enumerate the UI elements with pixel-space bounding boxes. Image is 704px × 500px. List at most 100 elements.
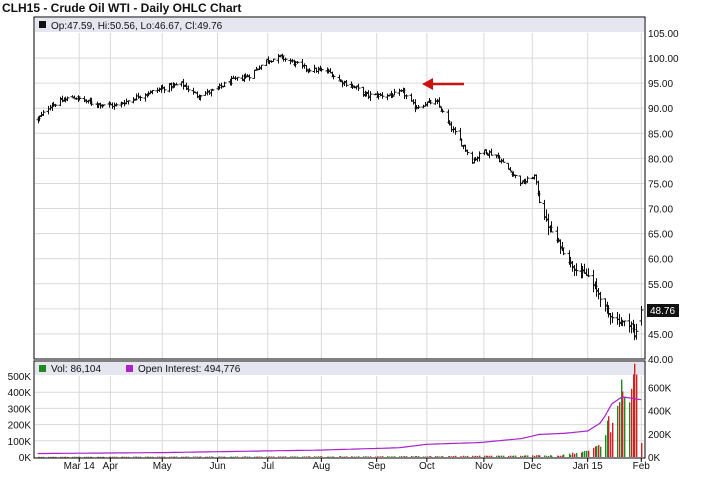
volume-bar [176,456,178,458]
volume-bar [441,456,443,457]
volume-left-tick-label: 0K [19,453,32,464]
volume-bar [491,455,493,457]
volume-bar [188,456,190,458]
ohlc-bars [36,53,644,341]
volume-bar [159,456,161,458]
volume-bar [501,455,503,457]
volume-bar [612,422,614,457]
price-tick-label: 90.00 [648,104,673,115]
volume-bar [411,456,413,457]
volume-bar [114,456,116,458]
volume-bar [133,456,135,458]
volume-bar [169,456,171,458]
grid [35,33,644,457]
volume-right-tick-label: 0K [648,453,661,464]
price-tick-label: 80.00 [648,154,673,165]
volume-bar [465,456,467,457]
volume-bar [346,456,348,457]
volume-bar [570,454,572,457]
volume-bar [546,455,548,457]
volume-bar [569,453,571,457]
price-tick-label: 105.00 [648,29,679,40]
volume-bar [610,432,612,457]
volume-bar [126,456,128,458]
volume-bar [581,452,583,457]
volume-bar [498,455,500,457]
volume-bar [110,456,112,458]
volume-bar [64,456,66,458]
volume-bar [617,405,619,457]
volume-bar [508,455,510,457]
last-price-label: 48.76 [650,306,675,317]
volume-bar [515,455,517,457]
volume-bar [380,456,382,457]
volume-bar [199,456,201,458]
volume-bar [375,456,377,458]
volume-bar [333,456,335,458]
volume-bar [280,456,282,457]
volume-bar [429,456,431,457]
volume-bar [257,456,259,458]
x-tick-label: Apr [103,461,119,472]
x-tick-label: Feb [633,461,651,472]
volume-bar [52,456,54,458]
open-interest-path [37,396,642,455]
volume-bar [512,456,514,457]
volume-bar [582,451,584,457]
volume-bar [624,396,626,457]
volume-bar [321,456,323,457]
open-interest-label: Open Interest: 494,776 [138,364,241,375]
volume-bar [135,456,137,458]
volume-bar [195,456,197,457]
volume-bar [560,455,562,457]
volume-bar [563,454,565,457]
volume-bar [453,456,455,457]
volume-bar [486,455,488,457]
volume-bar [377,456,379,457]
volume-bar [218,456,220,458]
volume-bar [116,456,118,458]
volume-bar [351,456,353,457]
volume-bar [221,456,223,458]
volume-bar [378,456,380,458]
volume-bar [487,455,489,457]
volume-bar [55,456,57,458]
volume-bar [522,455,524,457]
volume-bar [354,456,356,458]
volume-bar [278,456,280,457]
volume-bar [205,456,207,458]
volume-bar [297,456,299,458]
volume-bar [332,456,334,458]
volume-bar [358,456,360,457]
x-tick-label: Sep [368,461,386,472]
volume-bar [306,456,308,457]
volume-bar [451,456,453,457]
volume-bar [427,456,429,457]
volume-swatch [39,365,46,372]
volume-bar [302,456,304,457]
volume-bar [209,456,211,457]
x-tick-label: May [153,461,172,472]
volume-bar [328,456,330,458]
volume-bar [84,456,86,458]
volume-bar [290,456,292,457]
volume-bar [269,456,271,457]
volume-bar [86,456,88,458]
volume-bar [344,456,346,458]
volume-bar [316,456,318,458]
volume-bar [600,446,602,457]
volume-panel [33,360,646,459]
volume-bar [62,456,64,458]
volume-left-tick-label: 500K [8,372,32,383]
volume-bar [271,456,273,457]
volume-bar [586,450,588,457]
volume-bar [173,456,175,458]
open-interest-line [37,396,642,455]
volume-bar [219,456,221,457]
volume-bar [339,456,341,457]
volume-bar [330,456,332,458]
volume-bar [98,456,100,458]
volume-bar [534,455,536,457]
volume-bar [230,456,232,458]
volume-bar [551,455,553,457]
